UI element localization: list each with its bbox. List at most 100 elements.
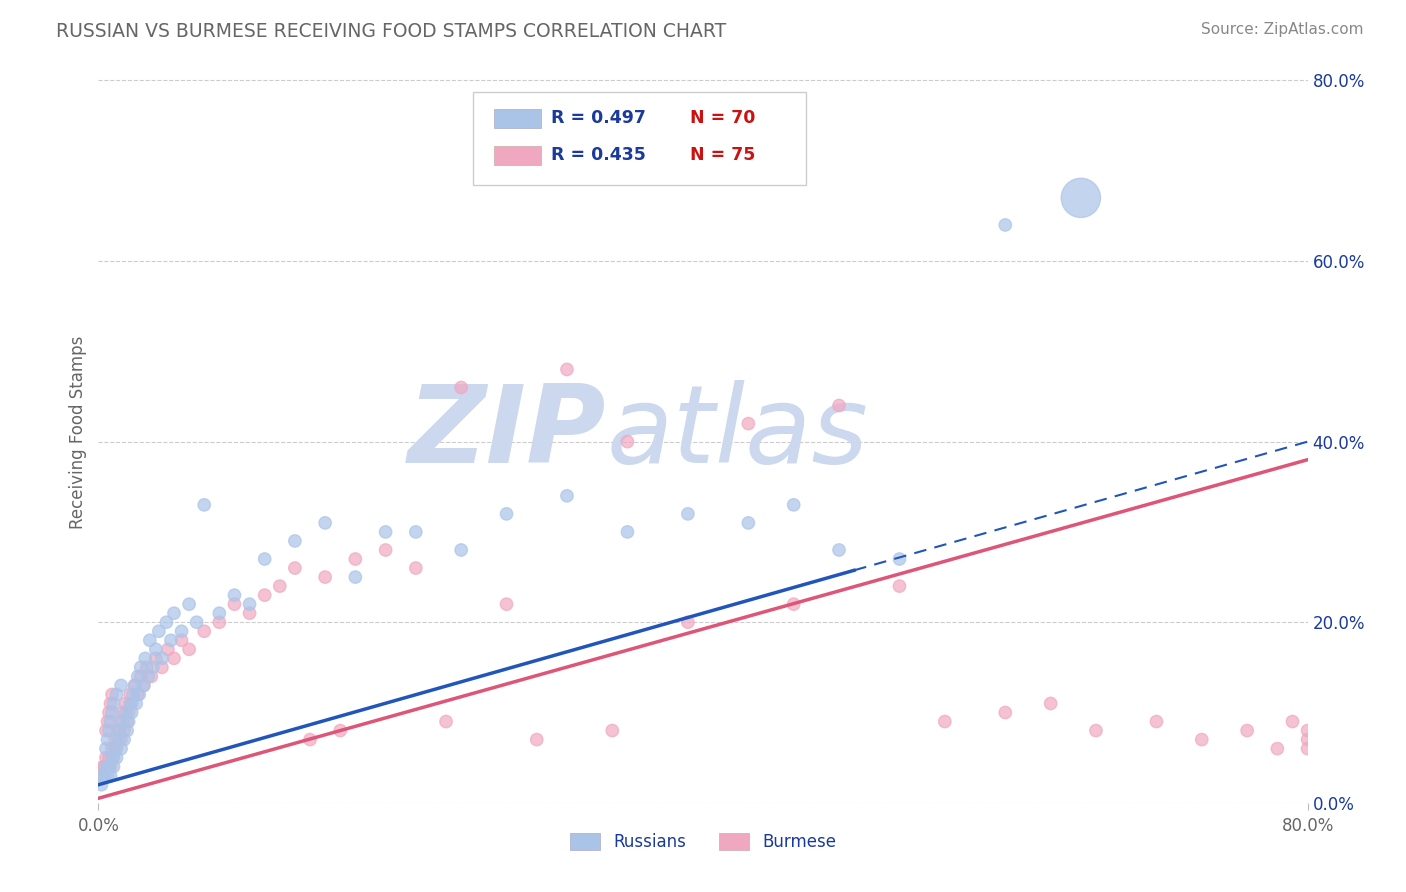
Point <box>193 498 215 512</box>
Point <box>239 606 262 620</box>
Point <box>148 624 170 639</box>
Point <box>160 633 183 648</box>
Point <box>193 624 215 639</box>
Point <box>98 723 121 738</box>
Point <box>96 769 118 783</box>
Point <box>111 714 134 729</box>
Point <box>121 706 143 720</box>
Point <box>94 750 117 764</box>
Point <box>100 697 122 711</box>
Point <box>129 660 152 674</box>
Point <box>208 606 231 620</box>
Point <box>104 741 127 756</box>
Point <box>132 678 155 692</box>
Point <box>101 750 124 764</box>
Point <box>828 543 851 558</box>
Point <box>314 570 336 584</box>
Point <box>314 516 336 530</box>
Point <box>828 399 851 413</box>
Point <box>118 714 141 729</box>
Point <box>115 714 138 729</box>
Point <box>889 579 911 593</box>
Point <box>405 561 427 575</box>
Point <box>1085 723 1108 738</box>
Point <box>101 706 124 720</box>
Point <box>91 769 114 783</box>
Point <box>1281 714 1303 729</box>
Point <box>284 561 307 575</box>
Point <box>124 678 146 692</box>
Point <box>163 606 186 620</box>
Point <box>90 769 112 783</box>
Point <box>1144 714 1167 729</box>
Point <box>434 714 457 729</box>
Point <box>120 697 142 711</box>
Point <box>114 697 136 711</box>
Point <box>129 669 152 683</box>
Point <box>405 524 427 539</box>
Point <box>112 732 135 747</box>
Point <box>676 507 699 521</box>
Point <box>121 697 143 711</box>
Point <box>934 714 956 729</box>
Point <box>163 651 186 665</box>
Point <box>374 543 396 558</box>
Point <box>495 507 517 521</box>
Point <box>100 714 122 729</box>
Point <box>150 660 173 674</box>
Point <box>1070 191 1092 205</box>
Point <box>737 417 759 431</box>
Point <box>101 741 124 756</box>
Point <box>127 688 149 702</box>
Text: N = 75: N = 75 <box>690 146 755 164</box>
Point <box>114 706 136 720</box>
Point <box>253 588 276 602</box>
Point <box>93 769 115 783</box>
Point <box>179 642 201 657</box>
Point <box>155 615 177 630</box>
Text: Source: ZipAtlas.com: Source: ZipAtlas.com <box>1201 22 1364 37</box>
Legend: Russians, Burmese: Russians, Burmese <box>562 826 844 857</box>
Point <box>93 760 115 774</box>
Point <box>450 543 472 558</box>
Point <box>239 597 262 611</box>
Point <box>142 660 165 674</box>
Point <box>103 697 125 711</box>
Point <box>115 723 138 738</box>
Text: RUSSIAN VS BURMESE RECEIVING FOOD STAMPS CORRELATION CHART: RUSSIAN VS BURMESE RECEIVING FOOD STAMPS… <box>56 22 727 41</box>
Point <box>616 524 638 539</box>
Point <box>224 588 246 602</box>
Point <box>284 533 307 548</box>
Point <box>374 524 396 539</box>
Point <box>101 688 124 702</box>
Point <box>90 778 112 792</box>
Point <box>141 669 163 683</box>
Point <box>94 760 117 774</box>
FancyBboxPatch shape <box>474 92 806 185</box>
Point <box>96 760 118 774</box>
Point <box>135 660 157 674</box>
Point <box>783 597 806 611</box>
Point <box>105 741 128 756</box>
Point <box>108 723 131 738</box>
Point <box>105 750 128 764</box>
Point <box>96 714 118 729</box>
Point <box>329 723 352 738</box>
Point <box>676 615 699 630</box>
Point <box>100 769 122 783</box>
FancyBboxPatch shape <box>494 146 541 165</box>
Point <box>994 706 1017 720</box>
Point <box>156 642 179 657</box>
Point <box>179 597 201 611</box>
Point <box>91 760 114 774</box>
FancyBboxPatch shape <box>494 109 541 128</box>
Point <box>145 651 167 665</box>
Point <box>224 597 246 611</box>
Point <box>299 732 322 747</box>
Point <box>150 651 173 665</box>
Y-axis label: Receiving Food Stamps: Receiving Food Stamps <box>69 336 87 529</box>
Point <box>1191 732 1213 747</box>
Point <box>1039 697 1062 711</box>
Point <box>1267 741 1289 756</box>
Point <box>495 597 517 611</box>
